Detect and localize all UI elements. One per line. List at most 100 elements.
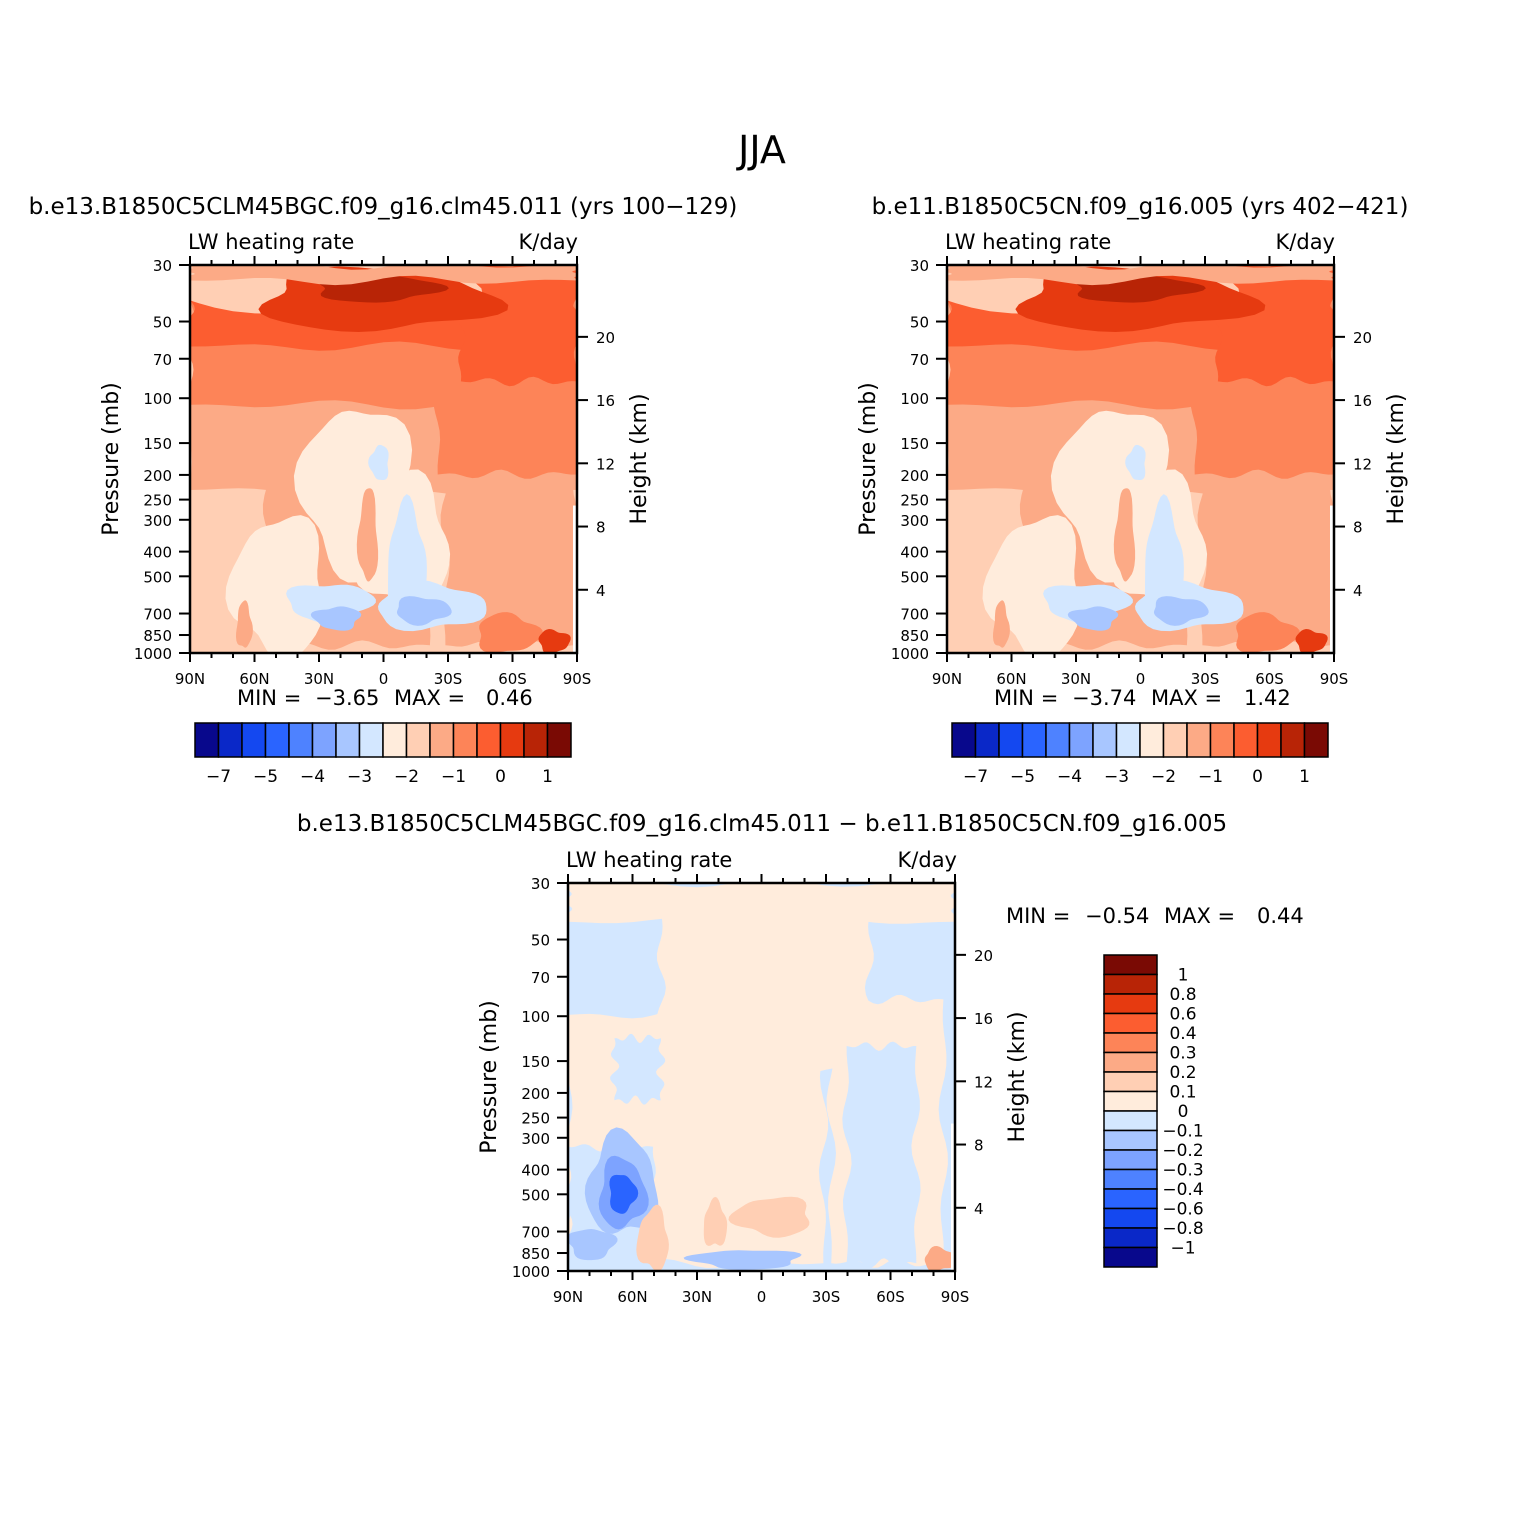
y-tick-right-label: 8 bbox=[1353, 519, 1363, 537]
colorbar-swatch bbox=[241, 722, 267, 758]
contour-fill-level-9 bbox=[703, 1196, 728, 1246]
panel-b-min-label: MIN = bbox=[994, 686, 1058, 710]
y-tick-label: 500 bbox=[521, 1186, 550, 1204]
figure-title: JJA bbox=[736, 128, 786, 172]
colorbar-label: −0.4 bbox=[1162, 1180, 1203, 1200]
panel-b-colorbar: −7 −5 −4 −3 −2 −1 0 1 bbox=[951, 722, 1329, 787]
colorbar-swatch bbox=[1233, 722, 1259, 758]
contour-fill-level-6 bbox=[1067, 606, 1119, 631]
colorbar-swatch bbox=[1103, 1168, 1158, 1190]
colorbar-swatch bbox=[194, 722, 220, 758]
y-tick-label: 150 bbox=[521, 1053, 550, 1071]
colorbar-swatch bbox=[1103, 1188, 1158, 1210]
y-tick-label: 100 bbox=[521, 1008, 550, 1026]
colorbar-swatch bbox=[1068, 722, 1094, 758]
panel-diff-ylabel-right: Height (km) bbox=[1005, 1011, 1030, 1142]
x-tick-label: 90N bbox=[553, 1288, 583, 1306]
contour-fill-level-6 bbox=[1153, 596, 1209, 626]
colorbar-label: −4 bbox=[300, 767, 325, 787]
y-tick-label: 850 bbox=[521, 1245, 550, 1263]
colorbar-label: 0 bbox=[1252, 767, 1263, 787]
colorbar-swatch bbox=[499, 722, 525, 758]
colorbar-swatch bbox=[1103, 1090, 1158, 1112]
contour-fill-level-7 bbox=[610, 1033, 666, 1105]
y-tick-label: 250 bbox=[900, 492, 929, 510]
colorbar-swatch bbox=[429, 722, 455, 758]
contour-fill-level-10 bbox=[236, 600, 253, 648]
colorbar-label: 0.3 bbox=[1169, 1044, 1196, 1064]
y-tick-label: 30 bbox=[153, 257, 172, 275]
contour-fill-level-6 bbox=[568, 1229, 618, 1261]
x-tick-label: 60S bbox=[1255, 670, 1284, 688]
y-tick-label: 200 bbox=[143, 467, 172, 485]
colorbar-swatch bbox=[523, 722, 549, 758]
panel-b-contour-field bbox=[947, 265, 1334, 653]
y-tick-label: 1000 bbox=[891, 645, 929, 663]
y-tick-label: 1000 bbox=[512, 1263, 550, 1281]
x-tick-label: 90S bbox=[563, 670, 592, 688]
panel-a-left-string: LW heating rate bbox=[188, 230, 354, 254]
colorbar-swatch bbox=[998, 722, 1024, 758]
y-tick-right-label: 8 bbox=[596, 519, 606, 537]
colorbar-label: −1 bbox=[1198, 767, 1223, 787]
y-tick-right-label: 12 bbox=[974, 1073, 993, 1091]
x-tick-label: 0 bbox=[757, 1288, 767, 1306]
colorbar-label: −2 bbox=[1151, 767, 1176, 787]
missing-data-mask bbox=[951, 1123, 955, 1271]
x-tick-label: 0 bbox=[379, 670, 389, 688]
contour-fill-level-7 bbox=[842, 1041, 921, 1268]
colorbar-swatch bbox=[288, 722, 314, 758]
panel-b-title: b.e11.B1850C5CN.f09_g16.005 (yrs 402−421… bbox=[872, 194, 1409, 220]
contour-fill-level-6 bbox=[310, 606, 362, 631]
colorbar-swatch bbox=[1256, 722, 1282, 758]
colorbar-swatch bbox=[452, 722, 478, 758]
contour-fill-level-6 bbox=[683, 1250, 802, 1270]
contour-fill-level-10 bbox=[1113, 488, 1136, 582]
y-tick-right-label: 12 bbox=[596, 455, 615, 473]
colorbar-swatch bbox=[1103, 1032, 1158, 1054]
y-tick-right-label: 20 bbox=[1353, 329, 1372, 347]
colorbar-swatch bbox=[1103, 1012, 1158, 1034]
panel-b-max-label: MAX = bbox=[1151, 686, 1222, 710]
contour-fill-level-9 bbox=[728, 1196, 810, 1238]
contour-fill-level-9 bbox=[636, 1204, 669, 1271]
x-tick-label: 60N bbox=[996, 670, 1026, 688]
y-tick-label: 400 bbox=[143, 544, 172, 562]
colorbar-label: −3 bbox=[1104, 767, 1129, 787]
panel-b-left-string: LW heating rate bbox=[945, 230, 1111, 254]
colorbar-swatch bbox=[1103, 1207, 1158, 1229]
y-tick-label: 100 bbox=[143, 390, 172, 408]
colorbar-label: −7 bbox=[963, 767, 988, 787]
colorbar-swatch bbox=[382, 722, 408, 758]
panel-diff-units: K/day bbox=[898, 848, 957, 872]
colorbar-swatch bbox=[335, 722, 361, 758]
y-tick-label: 300 bbox=[900, 512, 929, 530]
y-tick-label: 100 bbox=[900, 390, 929, 408]
colorbar-swatch bbox=[546, 722, 572, 758]
x-tick-label: 60S bbox=[498, 670, 527, 688]
colorbar-label: 0.2 bbox=[1169, 1063, 1196, 1083]
colorbar-label: −4 bbox=[1057, 767, 1082, 787]
y-tick-label: 30 bbox=[531, 875, 550, 893]
x-tick-label: 90N bbox=[932, 670, 962, 688]
y-tick-label: 700 bbox=[900, 606, 929, 624]
colorbar-swatch bbox=[1303, 722, 1329, 758]
panel-a: b.e13.B1850C5CLM45BGC.f09_g16.clm45.011 … bbox=[29, 194, 738, 787]
x-tick-label: 60S bbox=[876, 1288, 905, 1306]
panel-b-max-value: 1.42 bbox=[1244, 686, 1291, 710]
panel-diff-ylabel: Pressure (mb) bbox=[477, 1000, 502, 1154]
colorbar-swatch bbox=[1103, 1051, 1158, 1073]
contour-fill-level-8 bbox=[568, 883, 955, 927]
panel-diff-left-string: LW heating rate bbox=[566, 848, 732, 872]
contour-fill-level-10 bbox=[356, 488, 379, 582]
x-tick-label: 30S bbox=[812, 1288, 841, 1306]
colorbar-swatch bbox=[1209, 722, 1235, 758]
colorbar-label: −0.3 bbox=[1162, 1161, 1203, 1181]
colorbar-label: 0.6 bbox=[1169, 1005, 1196, 1025]
y-tick-label: 700 bbox=[143, 606, 172, 624]
y-tick-label: 500 bbox=[143, 568, 172, 586]
colorbar-swatch bbox=[1103, 1227, 1158, 1249]
y-tick-right-label: 20 bbox=[596, 329, 615, 347]
colorbar-swatch bbox=[974, 722, 1000, 758]
colorbar-swatch bbox=[1103, 1149, 1158, 1171]
